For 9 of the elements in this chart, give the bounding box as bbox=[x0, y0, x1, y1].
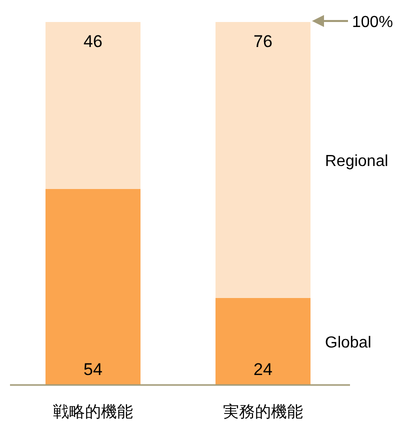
series-label: Global bbox=[325, 334, 372, 352]
x-tick-label: 実務的機能 bbox=[223, 403, 303, 421]
data-label: 46 bbox=[84, 32, 102, 51]
series-label: Regional bbox=[325, 152, 388, 170]
data-label: 54 bbox=[84, 360, 102, 379]
x-tick-label: 戦略的機能 bbox=[53, 403, 133, 421]
data-label: 24 bbox=[254, 360, 272, 379]
text: 100% bbox=[352, 14, 393, 31]
data-label: 76 bbox=[254, 32, 272, 51]
